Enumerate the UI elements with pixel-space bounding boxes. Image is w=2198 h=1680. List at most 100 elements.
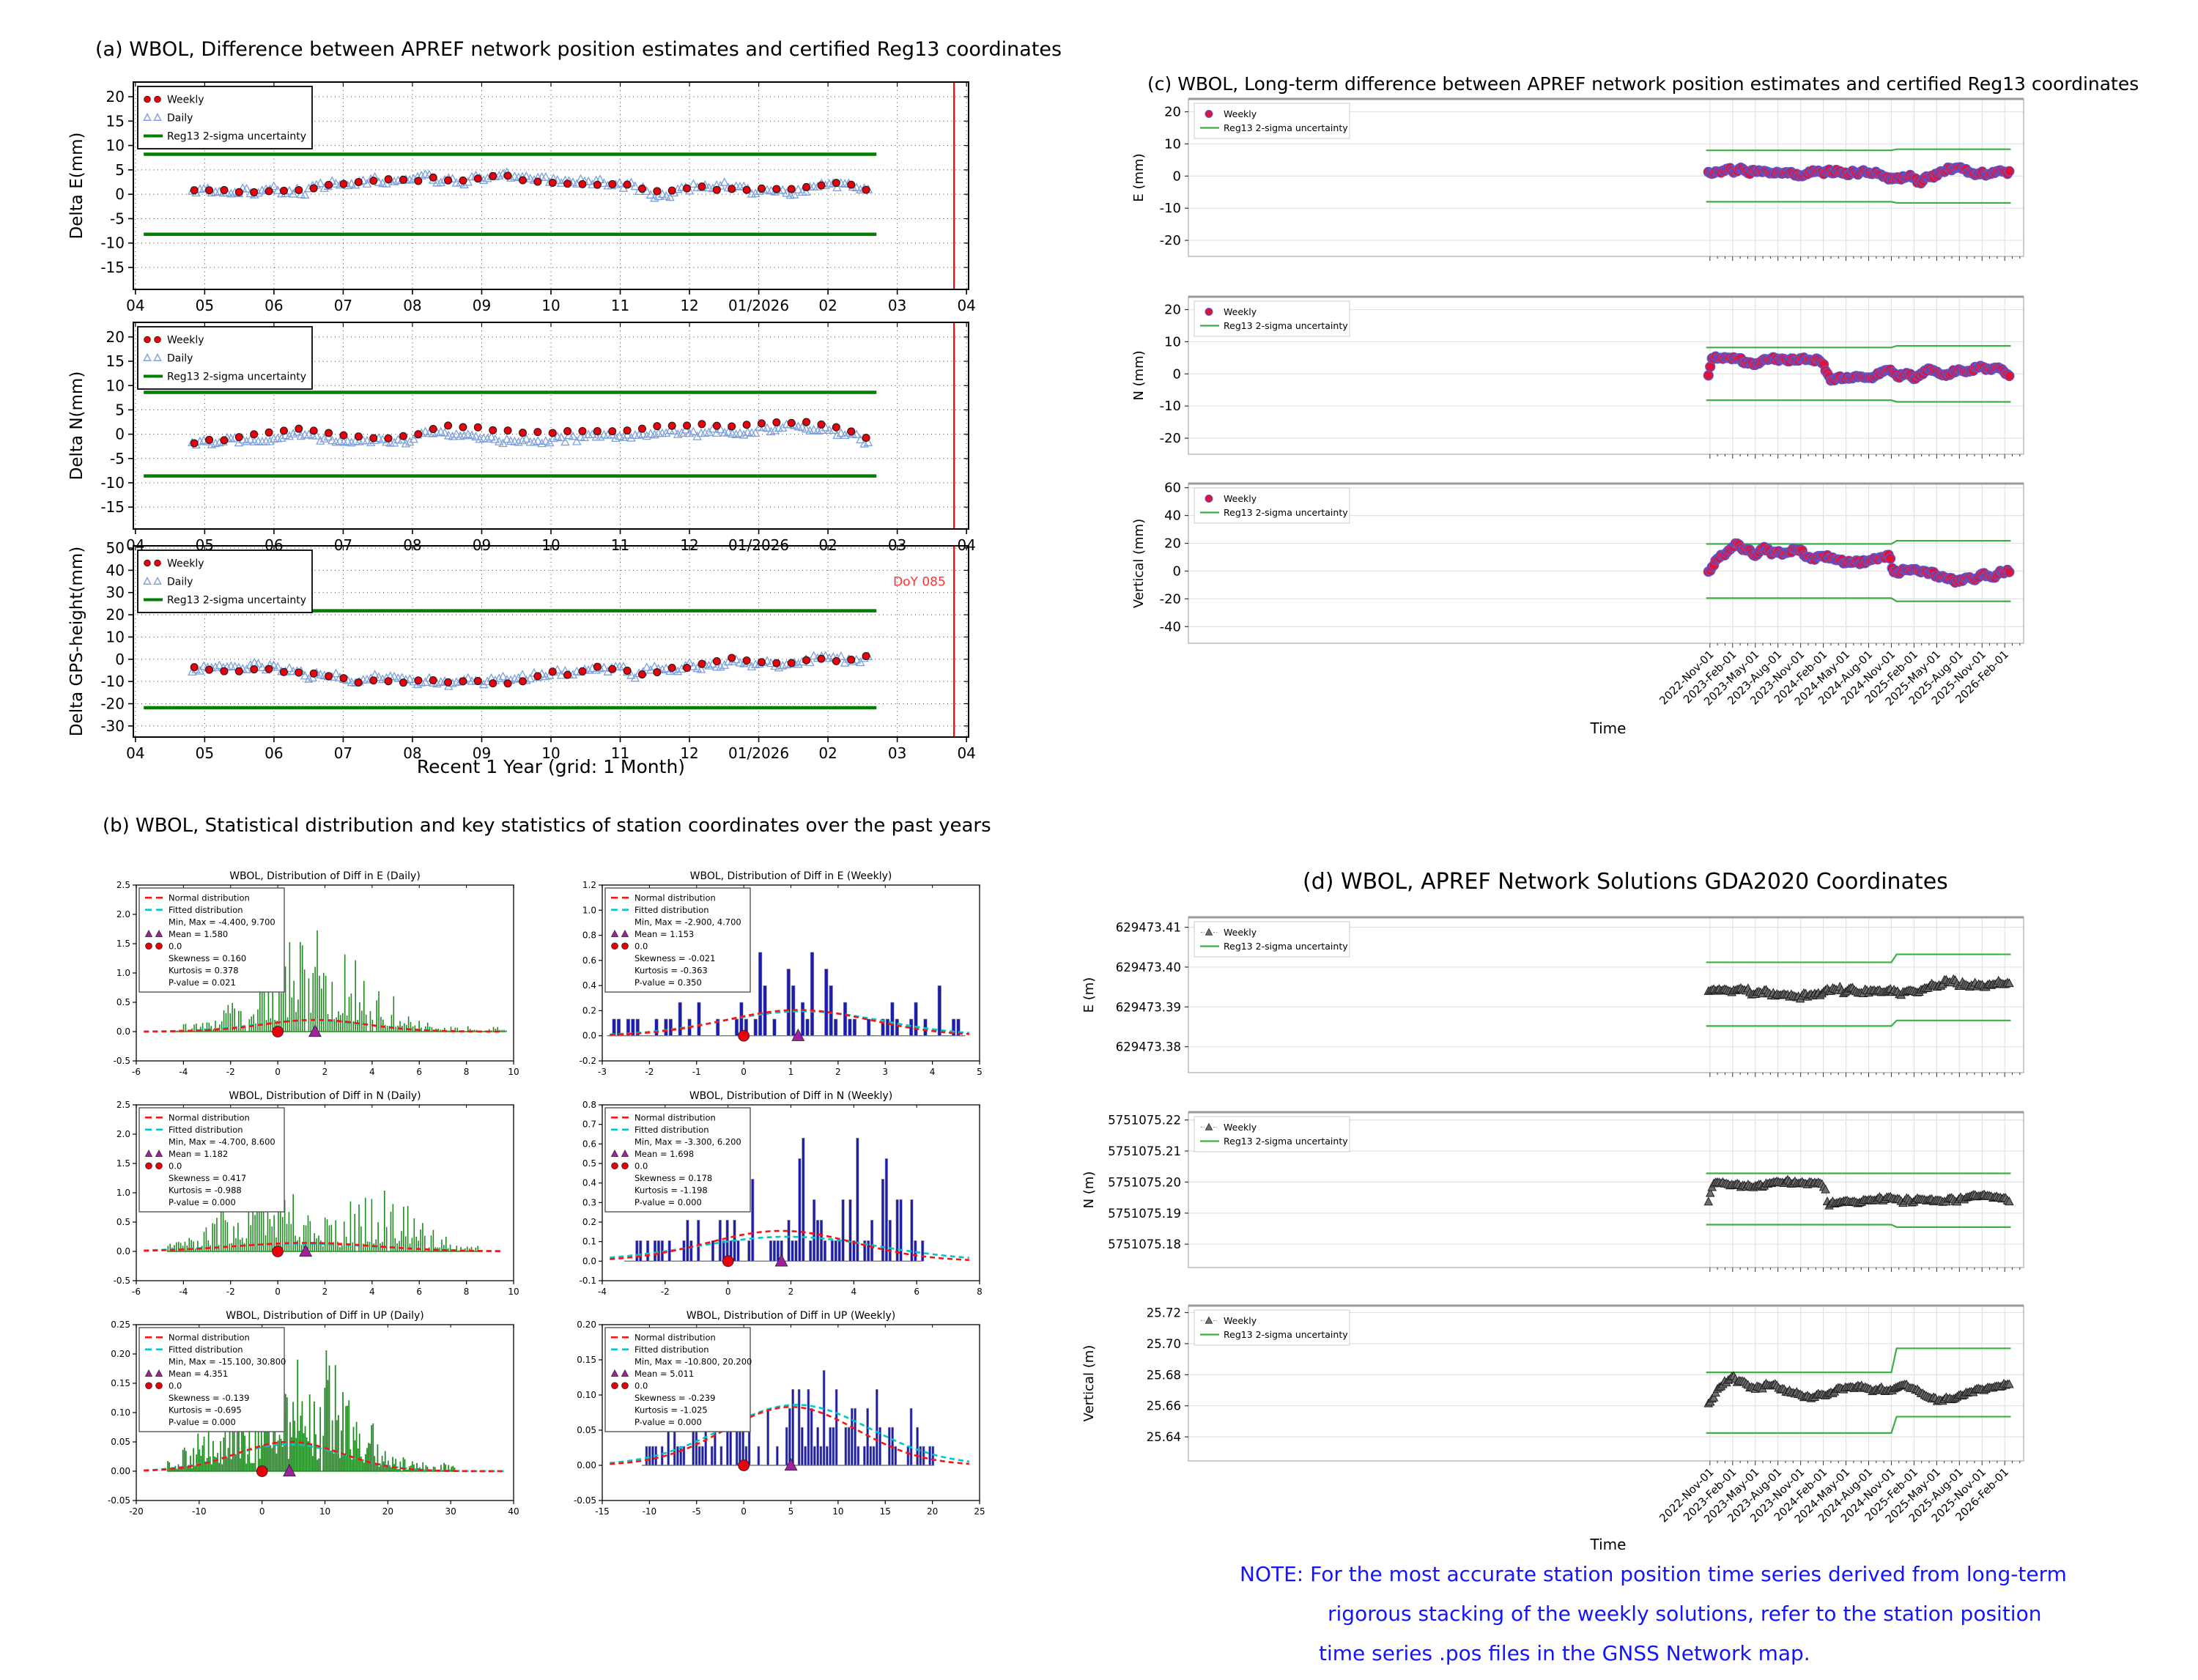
hist-5: WBOL, Distribution of Diff in UP (Weekly… xyxy=(574,1310,985,1517)
svg-text:25.72: 25.72 xyxy=(1147,1306,1181,1320)
svg-text:Weekly: Weekly xyxy=(1224,927,1257,938)
svg-text:WBOL, Distribution of Diff in: WBOL, Distribution of Diff in UP (Weekly… xyxy=(687,1310,896,1322)
svg-text:Reg13 2-sigma uncertainty: Reg13 2-sigma uncertainty xyxy=(1224,320,1348,331)
svg-text:1.0: 1.0 xyxy=(116,968,130,978)
svg-text:P-value = 0.000: P-value = 0.000 xyxy=(169,1417,236,1427)
svg-text:-20: -20 xyxy=(100,695,125,712)
svg-text:-2: -2 xyxy=(661,1287,670,1297)
svg-text:04: 04 xyxy=(957,744,975,762)
svg-text:Skewness = 0.417: Skewness = 0.417 xyxy=(169,1173,246,1183)
svg-text:11: 11 xyxy=(611,297,629,314)
svg-text:0.5: 0.5 xyxy=(582,1158,596,1169)
svg-text:Fitted distribution: Fitted distribution xyxy=(169,905,243,915)
svg-text:Weekly: Weekly xyxy=(1224,108,1257,119)
svg-text:0.0: 0.0 xyxy=(582,1256,596,1266)
svg-text:-20: -20 xyxy=(1160,233,1181,248)
svg-text:0: 0 xyxy=(275,1067,281,1077)
svg-text:Reg13 2-sigma uncertainty: Reg13 2-sigma uncertainty xyxy=(1224,1329,1348,1340)
svg-text:12: 12 xyxy=(680,297,698,314)
svg-text:Weekly: Weekly xyxy=(1224,1315,1257,1326)
svg-text:0.2: 0.2 xyxy=(582,1217,596,1227)
svg-text:P-value = 0.000: P-value = 0.000 xyxy=(634,1197,702,1207)
svg-text:Normal distribution: Normal distribution xyxy=(169,892,250,903)
svg-text:8: 8 xyxy=(977,1287,983,1297)
svg-text:-15: -15 xyxy=(595,1506,610,1517)
svg-text:11: 11 xyxy=(611,744,629,762)
svg-text:2.5: 2.5 xyxy=(116,880,130,890)
svg-text:-0.5: -0.5 xyxy=(114,1056,130,1066)
panel-a-title: (a) WBOL, Difference between APREF netwo… xyxy=(95,38,1062,61)
svg-text:0: 0 xyxy=(1173,563,1181,579)
svg-text:5: 5 xyxy=(115,161,125,179)
svg-text:10: 10 xyxy=(106,137,125,155)
svg-text:P-value = 0.000: P-value = 0.000 xyxy=(634,1417,702,1427)
svg-text:0.05: 0.05 xyxy=(111,1437,130,1447)
plot-a-1: 04 05 06 07 08 09 10 11 12 01/2026 02 03 04-15-10-50… xyxy=(67,322,976,554)
svg-text:Reg13 2-sigma uncertainty: Reg13 2-sigma uncertainty xyxy=(1224,507,1348,518)
svg-text:50: 50 xyxy=(106,539,125,557)
svg-text:Mean = 5.011: Mean = 5.011 xyxy=(634,1369,694,1379)
plot-a-0: 04 05 06 07 08 09 10 11 12 01/2026 02 03 04-15-10-50… xyxy=(67,81,976,314)
plot-d-2: 25.64 25.66 25.68 25.70 25.72 Vertical (m) Wee… xyxy=(1081,1304,2024,1526)
svg-text:Daily: Daily xyxy=(167,113,193,125)
svg-text:0.0: 0.0 xyxy=(634,1161,648,1171)
svg-text:10: 10 xyxy=(319,1506,330,1517)
svg-text:0.00: 0.00 xyxy=(577,1460,596,1470)
svg-text:5: 5 xyxy=(977,1067,983,1077)
svg-text:40: 40 xyxy=(1164,508,1181,524)
svg-text:0.6: 0.6 xyxy=(582,1139,596,1149)
svg-text:N (m): N (m) xyxy=(1081,1172,1097,1209)
svg-text:1: 1 xyxy=(788,1067,794,1077)
svg-text:20: 20 xyxy=(106,88,125,106)
svg-text:-0.5: -0.5 xyxy=(114,1276,130,1286)
stats-5: Normal distribution Fitted distributionMi… xyxy=(604,1327,752,1432)
svg-text:-30: -30 xyxy=(100,717,125,735)
svg-text:10: 10 xyxy=(1164,334,1181,349)
svg-text:-0.05: -0.05 xyxy=(108,1495,130,1506)
svg-text:5751075.18: 5751075.18 xyxy=(1108,1237,1181,1251)
svg-text:Delta E(mm): Delta E(mm) xyxy=(67,133,86,240)
legend-d-1: Weekly Reg13 2-sigma uncertainty xyxy=(1194,1116,1350,1152)
svg-text:40: 40 xyxy=(106,561,125,579)
svg-text:Normal distribution: Normal distribution xyxy=(634,1332,716,1342)
svg-text:Skewness = -0.239: Skewness = -0.239 xyxy=(634,1393,715,1403)
svg-text:15: 15 xyxy=(880,1506,891,1517)
svg-text:-4: -4 xyxy=(179,1287,188,1297)
svg-text:Min, Max = -10.800, 20.200: Min, Max = -10.800, 20.200 xyxy=(634,1356,752,1366)
svg-text:1.5: 1.5 xyxy=(116,1158,130,1169)
svg-text:E (m): E (m) xyxy=(1081,977,1097,1013)
svg-text:DoY 085: DoY 085 xyxy=(893,575,946,590)
svg-text:-0.1: -0.1 xyxy=(580,1276,596,1286)
svg-text:-10: -10 xyxy=(100,673,125,690)
svg-text:-6: -6 xyxy=(132,1067,141,1077)
svg-text:Delta N(mm): Delta N(mm) xyxy=(67,371,86,481)
plot-c-0: -20 -10 0 10 20 E (mm) Weekly Reg13 2-sigma unc… xyxy=(1131,97,2024,261)
svg-text:0.20: 0.20 xyxy=(111,1349,130,1359)
svg-text:10: 10 xyxy=(541,297,560,314)
svg-text:0.10: 0.10 xyxy=(111,1407,130,1418)
svg-text:0.0: 0.0 xyxy=(169,941,182,951)
svg-text:Weekly: Weekly xyxy=(167,335,204,347)
svg-text:05: 05 xyxy=(196,744,214,762)
svg-text:0: 0 xyxy=(115,651,125,668)
svg-text:10: 10 xyxy=(541,744,560,762)
hist-0: WBOL, Distribution of Diff in E (Daily) -… xyxy=(114,870,519,1077)
svg-text:0: 0 xyxy=(115,185,125,203)
svg-text:5: 5 xyxy=(115,401,125,418)
svg-text:-10: -10 xyxy=(100,474,125,492)
svg-text:5751075.22: 5751075.22 xyxy=(1108,1114,1181,1128)
svg-text:Skewness = 0.178: Skewness = 0.178 xyxy=(634,1173,712,1183)
svg-text:0.7: 0.7 xyxy=(582,1120,596,1130)
svg-text:10: 10 xyxy=(1164,136,1181,152)
svg-text:5751075.21: 5751075.21 xyxy=(1108,1144,1181,1158)
svg-text:2.0: 2.0 xyxy=(116,1129,130,1139)
stats-3: Normal distribution Fitted distributionMi… xyxy=(604,1107,751,1213)
svg-text:0.8: 0.8 xyxy=(582,930,596,941)
svg-text:-20: -20 xyxy=(1160,591,1181,607)
hist-2: WBOL, Distribution of Diff in N (Daily) -… xyxy=(114,1090,519,1297)
svg-text:Normal distribution: Normal distribution xyxy=(169,1112,250,1122)
svg-text:0.05: 0.05 xyxy=(577,1425,596,1435)
svg-text:0.25: 0.25 xyxy=(111,1320,130,1330)
svg-text:0.3: 0.3 xyxy=(582,1197,596,1207)
svg-text:20: 20 xyxy=(106,606,125,623)
